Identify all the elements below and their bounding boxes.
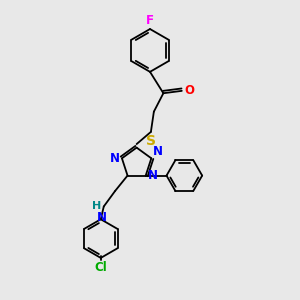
Text: N: N [97, 211, 107, 224]
Text: F: F [146, 14, 154, 27]
Text: N: N [153, 145, 163, 158]
Text: H: H [92, 201, 102, 211]
Text: Cl: Cl [94, 261, 107, 274]
Text: N: N [148, 169, 158, 182]
Text: N: N [110, 152, 120, 165]
Text: S: S [146, 134, 157, 148]
Text: O: O [184, 84, 194, 98]
